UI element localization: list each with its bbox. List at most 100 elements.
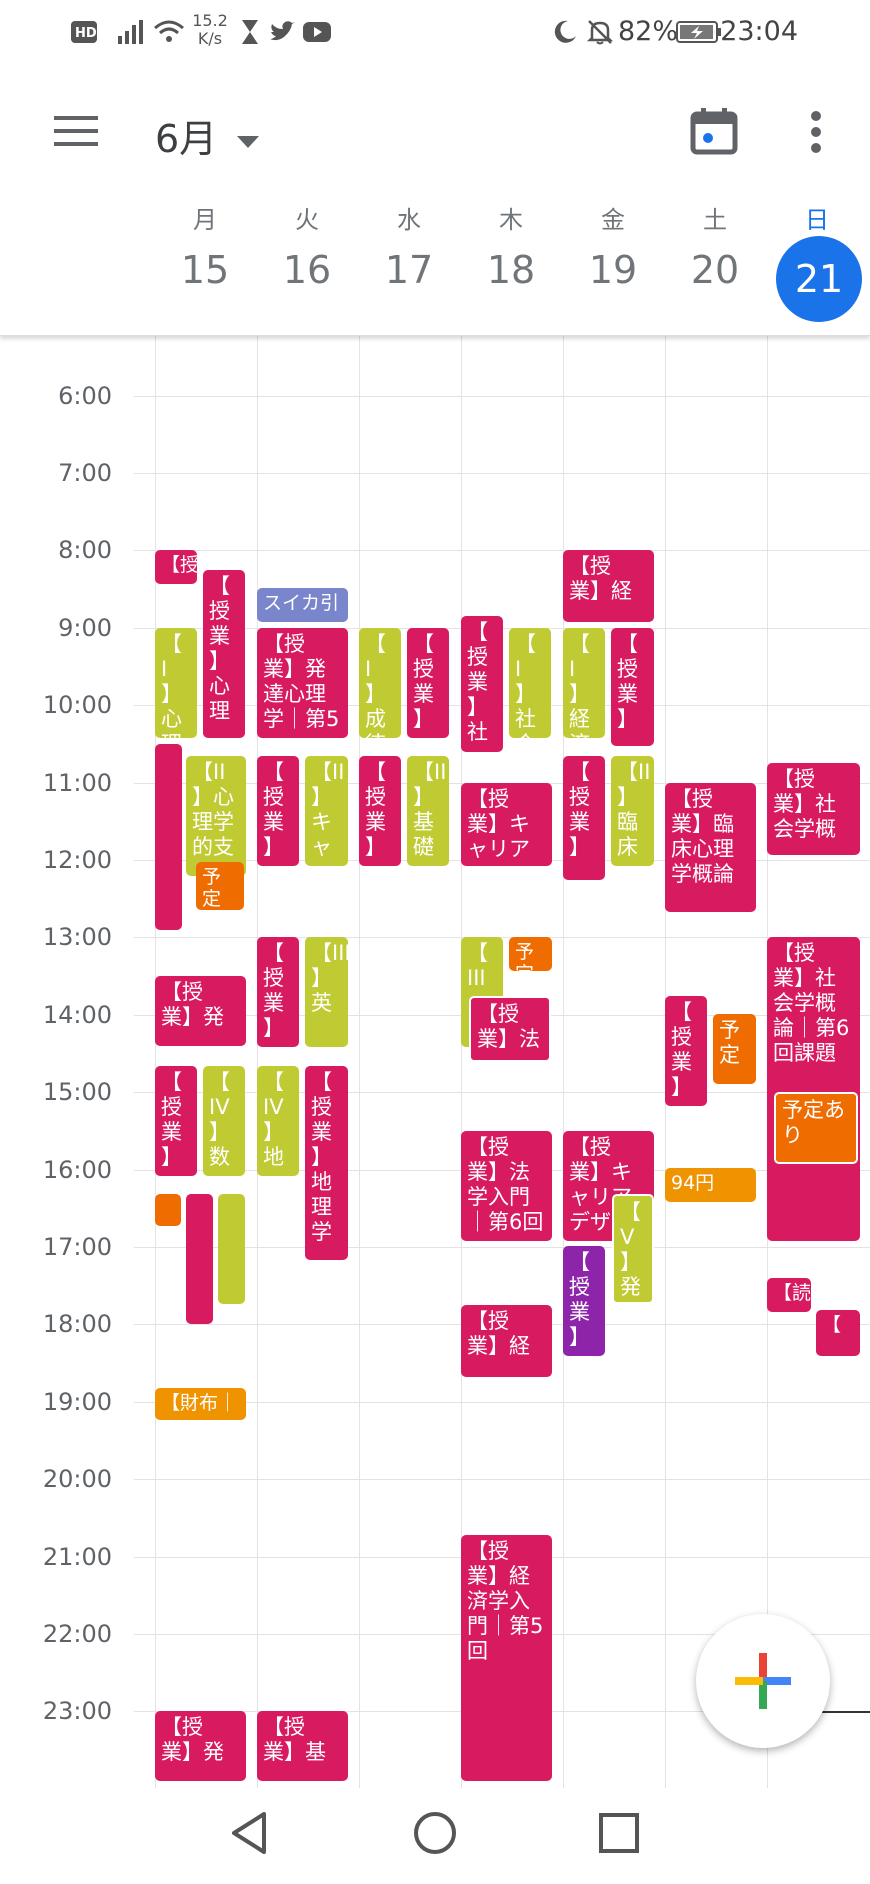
- weekday-tue: 火: [295, 206, 319, 234]
- calendar-event[interactable]: 【 授 業 】: [155, 1066, 197, 1176]
- date-18[interactable]: 18: [486, 248, 536, 292]
- calendar-event[interactable]: 【授 業】法 学入門 ｜第6回: [461, 1131, 552, 1241]
- calendar-event[interactable]: 【読: [767, 1278, 811, 1312]
- hour-label: 14:00: [42, 1001, 112, 1029]
- plus-icon: [735, 1653, 791, 1709]
- week-grid[interactable]: 6:00 7:00 8:00 9:00 10:00 11:00 12:00 13…: [0, 306, 870, 1806]
- calendar-event[interactable]: 予定: [509, 937, 552, 971]
- calendar-event[interactable]: スイカ引: [257, 588, 348, 622]
- month-selector[interactable]: 6月: [155, 108, 261, 163]
- calendar-event[interactable]: 【III 】英: [305, 937, 348, 1047]
- calendar-event[interactable]: 【授 業】発: [155, 1711, 246, 1781]
- network-speed-value: 15.2: [192, 11, 228, 30]
- calendar-event[interactable]: 【授 業】経 済学入 門｜第5 回: [461, 1535, 552, 1781]
- calendar-event[interactable]: 【 IV 】地: [257, 1066, 299, 1176]
- calendar-event[interactable]: 【 授 業 】心 理: [203, 570, 245, 738]
- weekday-sat: 土: [703, 206, 727, 234]
- calendar-event[interactable]: 【 授 業 】社: [461, 616, 503, 752]
- create-event-button[interactable]: [696, 1614, 830, 1748]
- today-indicator[interactable]: 21: [776, 236, 862, 322]
- day-divider: [155, 306, 156, 1806]
- status-bar: HD 15.2 K/s 82% 23:04: [0, 0, 870, 66]
- calendar-event[interactable]: 【 授 業 】: [257, 937, 299, 1047]
- svg-text:HD: HD: [75, 26, 97, 41]
- menu-icon[interactable]: [52, 114, 100, 148]
- calendar-event[interactable]: 【 授 業 】: [407, 628, 449, 738]
- hour-line: [134, 396, 870, 397]
- calendar-event[interactable]: 【 I 】経 済: [563, 628, 605, 738]
- week-header: 月 火 水 木 金 土 日 15 16 17 18 19 20: [0, 196, 870, 336]
- hour-label: 22:00: [42, 1620, 112, 1648]
- hour-label: 12:00: [42, 846, 112, 874]
- do-not-disturb-icon: [554, 20, 576, 43]
- calendar-event[interactable]: 【 授 業 】: [665, 996, 707, 1106]
- hour-label: 18:00: [42, 1310, 112, 1338]
- chevron-down-icon: [237, 135, 260, 148]
- date-20[interactable]: 20: [690, 248, 740, 292]
- calendar-event[interactable]: 【 I 】心 理: [155, 628, 197, 738]
- calendar-event[interactable]: 予 定: [713, 1014, 756, 1084]
- hd-icon: HD: [71, 21, 97, 43]
- calendar-event[interactable]: 【: [816, 1310, 860, 1356]
- date-17[interactable]: 17: [384, 248, 434, 292]
- hour-line: [134, 937, 870, 938]
- calendar-event[interactable]: 【財布｜: [155, 1388, 246, 1420]
- calendar-event[interactable]: 【 授 業 】: [611, 628, 654, 746]
- calendar-event[interactable]: 予定: [196, 862, 244, 910]
- weekday-mon: 月: [193, 206, 217, 234]
- calendar-event[interactable]: [186, 1194, 213, 1324]
- home-icon[interactable]: [412, 1810, 458, 1856]
- hour-line: [134, 1247, 870, 1248]
- calendar-event[interactable]: 【授 業】経: [563, 550, 654, 622]
- calendar-event[interactable]: 【II 】臨 床: [611, 756, 654, 866]
- calendar-event[interactable]: 94円: [665, 1168, 756, 1202]
- calendar-event[interactable]: 【 授 業 】: [257, 756, 299, 866]
- calendar-event[interactable]: 【 授 業 】: [563, 1246, 605, 1356]
- day-divider: [563, 306, 564, 1806]
- calendar-event[interactable]: 【 V 】発: [612, 1194, 654, 1304]
- wifi-icon: [154, 20, 184, 42]
- calendar-event[interactable]: 【授 業】経: [461, 1305, 552, 1377]
- calendar-event[interactable]: 【 授 業 】: [563, 756, 605, 880]
- calendar-event[interactable]: 【授 業】法: [469, 996, 551, 1062]
- date-15[interactable]: 15: [180, 248, 230, 292]
- calendar-event[interactable]: [218, 1194, 245, 1304]
- calendar-event[interactable]: [155, 744, 182, 930]
- calendar-event[interactable]: 【 授 業 】地 理学: [305, 1066, 348, 1260]
- calendar-event[interactable]: 【授 業】基: [257, 1711, 348, 1781]
- hour-line: [134, 1479, 870, 1480]
- calendar-event[interactable]: 【授 業】キ ャリア: [461, 783, 552, 866]
- hour-label: 13:00: [42, 923, 112, 951]
- calendar-event[interactable]: 【II 】キ ャ: [305, 756, 348, 866]
- recents-icon[interactable]: [598, 1812, 640, 1854]
- weekday-fri: 金: [601, 206, 625, 234]
- more-options-icon[interactable]: [806, 110, 826, 154]
- calendar-event[interactable]: [155, 1194, 181, 1226]
- signal-icon: [118, 20, 143, 44]
- calendar-event[interactable]: 【 I 】社 会: [509, 628, 551, 738]
- clock: 23:04: [720, 16, 798, 47]
- calendar-event[interactable]: 【 I 】成 徳: [359, 628, 401, 738]
- date-16[interactable]: 16: [282, 248, 332, 292]
- calendar-event[interactable]: 【授 業】発: [155, 976, 246, 1046]
- calendar-event[interactable]: 【 IV 】数: [203, 1066, 245, 1176]
- calendar-event[interactable]: 【授 業】キ ャリア デザ: [563, 1131, 654, 1241]
- calendar-event[interactable]: 【授 業】発 達心理 学｜第5: [257, 628, 348, 738]
- calendar-today-icon[interactable]: [690, 106, 738, 156]
- back-icon[interactable]: [228, 1810, 270, 1856]
- calendar-event[interactable]: 【II 】心 理学 的支: [186, 756, 246, 876]
- day-divider: [359, 306, 360, 1806]
- hour-label: 11:00: [42, 769, 112, 797]
- calendar-event[interactable]: 【授 業】社 会学概: [767, 763, 860, 855]
- battery-percent: 82%: [618, 16, 679, 47]
- calendar-event[interactable]: 【 授 業 】: [359, 756, 401, 866]
- calendar-event[interactable]: 【授 業】臨 床心理 学概論: [665, 783, 756, 912]
- calendar-event[interactable]: 【授 業】社 会学概 論｜第6 回課題: [767, 937, 860, 1241]
- calendar-event[interactable]: 予定あ り: [774, 1092, 858, 1164]
- calendar-event[interactable]: 【授: [155, 550, 197, 584]
- date-19[interactable]: 19: [588, 248, 638, 292]
- calendar-event[interactable]: 【II 】基 礎: [407, 756, 449, 866]
- month-title: 6月: [155, 117, 218, 161]
- hour-label: 19:00: [42, 1388, 112, 1416]
- weekday-wed: 水: [397, 206, 421, 234]
